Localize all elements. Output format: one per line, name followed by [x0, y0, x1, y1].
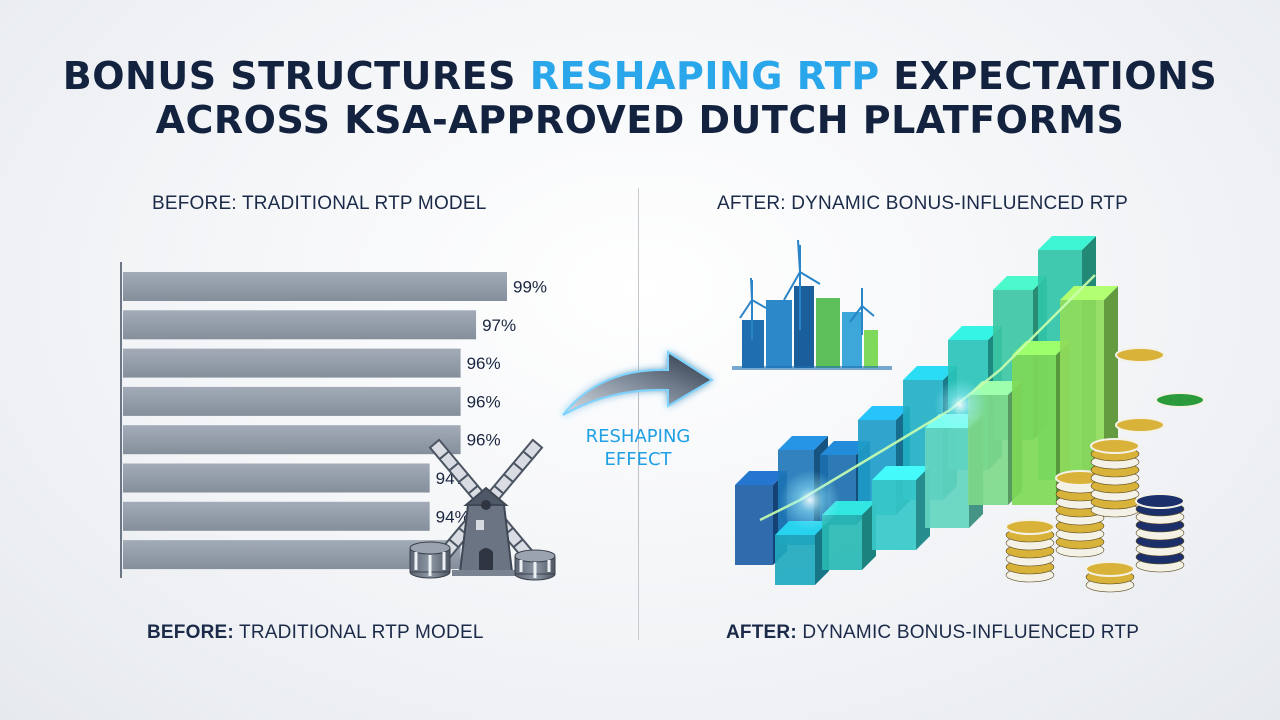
title-line-1: BONUS STRUCTURES RESHAPING RTP EXPECTATI… — [0, 54, 1280, 98]
chip-stack-gold-2 — [1055, 470, 1105, 558]
chip-stack-gold-3 — [1090, 438, 1140, 518]
title-line-2: ACROSS KSA-APPROVED DUTCH PLATFORMS — [155, 98, 1125, 142]
casino-chips-stack-icon — [1005, 347, 1205, 593]
bar-value-label-1: 99% — [513, 278, 547, 297]
panel-divider — [638, 188, 639, 640]
left-panel-title: BEFORE: TRADITIONAL RTP MODEL — [152, 193, 487, 214]
bar-4 — [123, 386, 461, 416]
bar-8 — [123, 540, 461, 570]
left-caption-rest: TRADITIONAL RTP MODEL — [233, 622, 484, 643]
title-part-2: EXPECTATIONS — [879, 54, 1218, 98]
bar-3 — [123, 348, 461, 378]
bar-2 — [123, 310, 477, 340]
front-bar-3 — [872, 466, 930, 550]
chip-stack-gold-4 — [1085, 561, 1135, 593]
title-part-1: BONUS STRUCTURES — [62, 54, 530, 98]
reshaping-line-1: RESHAPING — [585, 426, 691, 447]
right-caption-rest: DYNAMIC BONUS-INFLUENCED RTP — [796, 622, 1140, 643]
bar-value-label-3: 96% — [467, 354, 501, 373]
bar-5 — [123, 425, 461, 455]
bar-value-label-7: 94% — [436, 507, 470, 526]
right-panel-title: AFTER: DYNAMIC BONUS-INFLUENCED RTP — [717, 193, 1128, 214]
bar-value-label-2: 97% — [482, 316, 516, 335]
reshaping-line-2: EFFECT — [604, 449, 672, 470]
right-panel-caption: AFTER: DYNAMIC BONUS-INFLUENCED RTP — [726, 622, 1139, 644]
left-panel-caption: BEFORE: TRADITIONAL RTP MODEL — [147, 622, 484, 644]
bar-1 — [123, 272, 507, 301]
reshaping-effect-text: RESHAPING EFFECT — [568, 425, 708, 471]
bars-group: 99%97%96%96%96%94%94%96% — [123, 272, 547, 570]
bar-6 — [123, 463, 430, 493]
chip-floating-gold-2 — [1115, 417, 1165, 433]
left-caption-bold: BEFORE: — [147, 622, 234, 643]
bar-value-label-4: 96% — [467, 392, 501, 411]
bar-value-label-5: 96% — [467, 431, 501, 450]
chip-floating-green — [1155, 392, 1205, 408]
chip-stack-navy — [1135, 493, 1185, 573]
title-highlight: RESHAPING RTP — [529, 54, 880, 98]
rtp-bar-chart: 99%97%96%96%96%94%94%96% — [120, 262, 556, 581]
wind-turbine-city-icon — [732, 239, 892, 370]
right-caption-bold: AFTER: — [726, 622, 797, 643]
chip-floating-gold-1 — [1115, 347, 1165, 363]
casino-chips-icon — [409, 541, 556, 581]
chip-stack-gold-1 — [1005, 519, 1055, 583]
bar-7 — [123, 501, 430, 531]
front-bar-1 — [775, 521, 829, 585]
